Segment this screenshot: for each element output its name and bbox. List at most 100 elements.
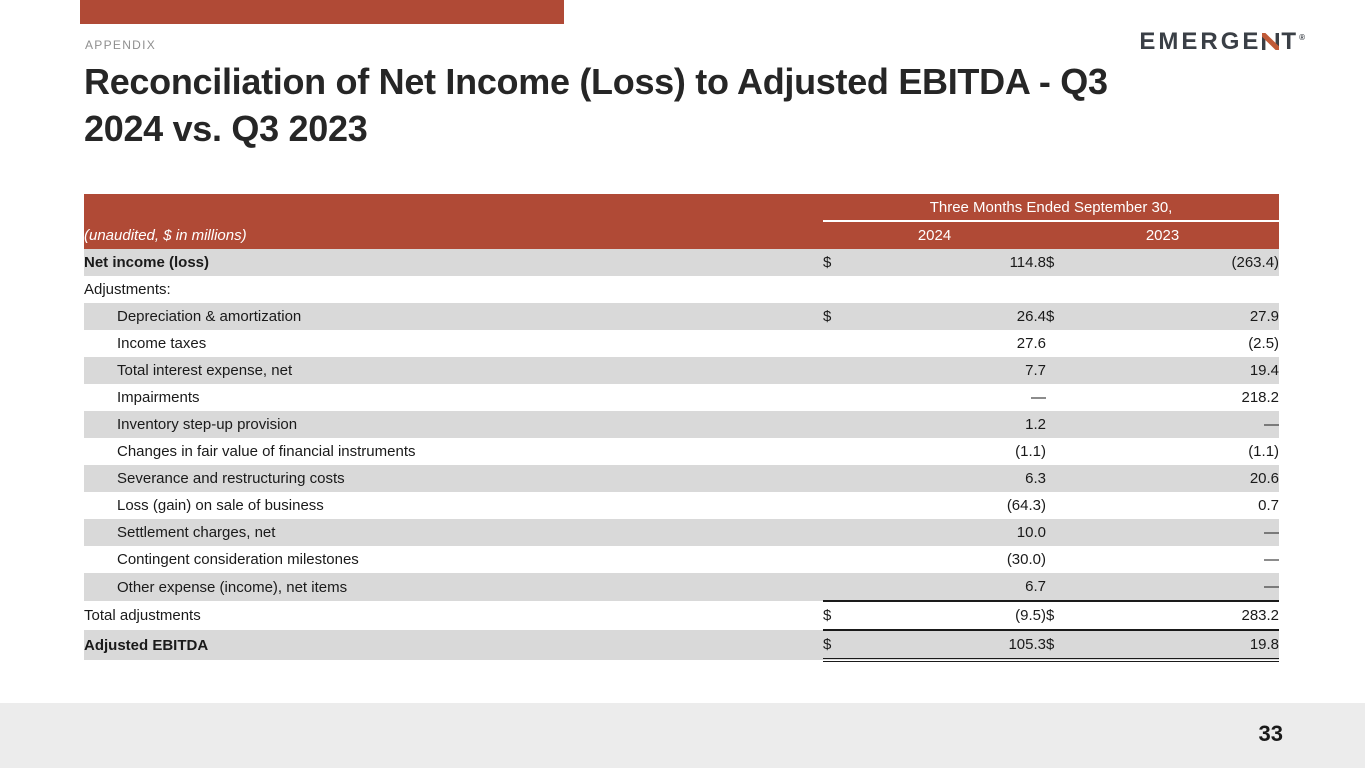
value-2024: [847, 276, 1046, 303]
dollar-sign-2023: [1046, 384, 1074, 411]
row-label: Total adjustments: [84, 607, 201, 624]
year-header-row: (unaudited, $ in millions) 2024 2023: [84, 221, 1280, 249]
value-2024: —: [1031, 389, 1046, 406]
table-row: Total interest expense, net 7.7 19.4: [84, 357, 1280, 384]
value-2023: —: [1074, 519, 1280, 546]
dollar-sign-2023: [1046, 411, 1074, 438]
dollar-sign-2024: [823, 546, 847, 573]
dollar-sign-2023: $: [1046, 249, 1074, 276]
dollar-sign-2023: $: [1046, 600, 1074, 630]
value-2024: 26.4: [847, 303, 1046, 330]
value-2024: 6.7: [847, 573, 1046, 601]
row-label: Other expense (income), net items: [84, 573, 823, 601]
dollar-sign-2024: [823, 573, 847, 601]
value-2023: 19.4: [1074, 357, 1280, 384]
value-2024: 27.6: [1016, 335, 1046, 352]
table-row: Total adjustments $ (9.5) $283.2: [84, 600, 1280, 630]
table-row: Inventory step-up provision 1.2 —: [84, 411, 1280, 438]
footer-band: 33: [0, 703, 1365, 768]
value-2023: —: [1074, 573, 1280, 601]
table-header: Three Months Ended September 30, (unaudi…: [84, 194, 1280, 249]
column-header-2024: 2024: [823, 221, 1046, 249]
table-note: (unaudited, $ in millions): [84, 221, 823, 249]
dollar-sign-2023: [1046, 438, 1074, 465]
table-row: Contingent consideration milestones (30.0…: [84, 546, 1279, 573]
dollar-sign-2023: [1046, 276, 1074, 303]
value-2023: 0.7: [1258, 497, 1280, 514]
period-header-row: Three Months Ended September 30,: [84, 194, 1280, 222]
trademark-mark: ®: [1299, 33, 1305, 42]
table-row: Settlement charges, net 10.0 —: [84, 519, 1280, 546]
row-label: Changes in fair value of financial instr…: [117, 443, 416, 460]
value-2023: (1.1): [1248, 443, 1280, 460]
value-2024: 10.0: [847, 519, 1046, 546]
value-2023: —: [1264, 551, 1280, 568]
dollar-sign-2023: $: [1046, 629, 1074, 662]
dollar-sign-2024: [823, 492, 847, 519]
dollar-sign-2024: [823, 276, 847, 303]
table-row: Changes in fair value of financial instr…: [84, 438, 1279, 465]
row-label: Contingent consideration milestones: [117, 551, 359, 568]
row-label: Total interest expense, net: [84, 357, 823, 384]
value-2023: —: [1074, 411, 1280, 438]
dollar-sign-2024: $: [823, 303, 847, 330]
logo-text-prefix: EMERGE: [1139, 28, 1262, 55]
page-number: 33: [1258, 721, 1283, 746]
period-header: Three Months Ended September 30,: [823, 194, 1280, 222]
dollar-sign-2024: [823, 330, 847, 357]
table-body: Net income (loss) $114.8 $ (263.4) Adjustmen…: [84, 249, 1280, 662]
value-2023: 19.8: [1074, 629, 1280, 662]
logo-text-suffix: T: [1281, 28, 1300, 55]
value-2024: 1.2: [847, 411, 1046, 438]
value-2024: (64.3): [1006, 497, 1046, 514]
dollar-sign-2023: [1046, 330, 1074, 357]
table-row: Loss (gain) on sale of business (64.3) 0.7: [84, 492, 1279, 519]
row-label: Severance and restructuring costs: [84, 465, 823, 492]
logo-n-icon: [1262, 33, 1280, 50]
company-logo: EMERGE T®: [1139, 28, 1305, 56]
accent-bar: [80, 0, 564, 24]
table-row: Income taxes 27.6 (2.5): [84, 330, 1279, 357]
dollar-sign-2024: [823, 519, 847, 546]
dollar-sign-2024: [823, 411, 847, 438]
dollar-sign-2024: [823, 384, 847, 411]
dollar-sign-2024: [823, 438, 847, 465]
page-title: Reconciliation of Net Income (Loss) to A…: [84, 58, 1108, 152]
table-row: Adjustments:: [84, 276, 1279, 303]
dollar-sign-2024: [823, 465, 847, 492]
dollar-sign-2024: [823, 357, 847, 384]
value-2023: (2.5): [1248, 335, 1280, 352]
value-2024: 105.3: [847, 629, 1046, 662]
row-label: Net income (loss): [84, 249, 823, 276]
dollar-sign-2023: [1046, 546, 1074, 573]
value-2023: 20.6: [1074, 465, 1280, 492]
table-row: Other expense (income), net items 6.7 —: [84, 573, 1280, 601]
header-spacer-cell: [84, 194, 823, 221]
row-label: Impairments: [117, 389, 200, 406]
page-title-line2: 2024 vs. Q3 2023: [84, 108, 368, 149]
dollar-sign-2023: [1046, 465, 1074, 492]
value-2023: (263.4): [1074, 249, 1280, 276]
column-header-2023: 2023: [1046, 221, 1280, 249]
value-2023: 283.2: [1074, 600, 1280, 630]
row-label: Adjustments:: [84, 281, 171, 298]
value-2023: 27.9: [1074, 303, 1280, 330]
dollar-sign-2024: $: [823, 600, 847, 630]
reconciliation-table: Three Months Ended September 30, (unaudi…: [84, 194, 1280, 662]
dollar-sign-2024: $: [823, 249, 847, 276]
value-2024: (30.0): [1006, 551, 1046, 568]
value-2024: (1.1): [1015, 443, 1046, 460]
value-2024: 6.3: [847, 465, 1046, 492]
dollar-sign-2023: [1046, 573, 1074, 601]
table-row: Impairments — 218.2: [84, 384, 1279, 411]
row-label: Settlement charges, net: [84, 519, 823, 546]
row-label: Income taxes: [117, 335, 207, 352]
dollar-sign-2024: $: [823, 629, 847, 662]
row-label: Inventory step-up provision: [84, 411, 823, 438]
dollar-sign-2023: [1046, 492, 1074, 519]
page-title-line1: Reconciliation of Net Income (Loss) to A…: [84, 61, 1108, 102]
dollar-sign-2023: [1046, 519, 1074, 546]
value-2023: [1074, 276, 1279, 303]
row-label: Loss (gain) on sale of business: [117, 497, 324, 514]
value-2024: (9.5): [847, 600, 1046, 630]
